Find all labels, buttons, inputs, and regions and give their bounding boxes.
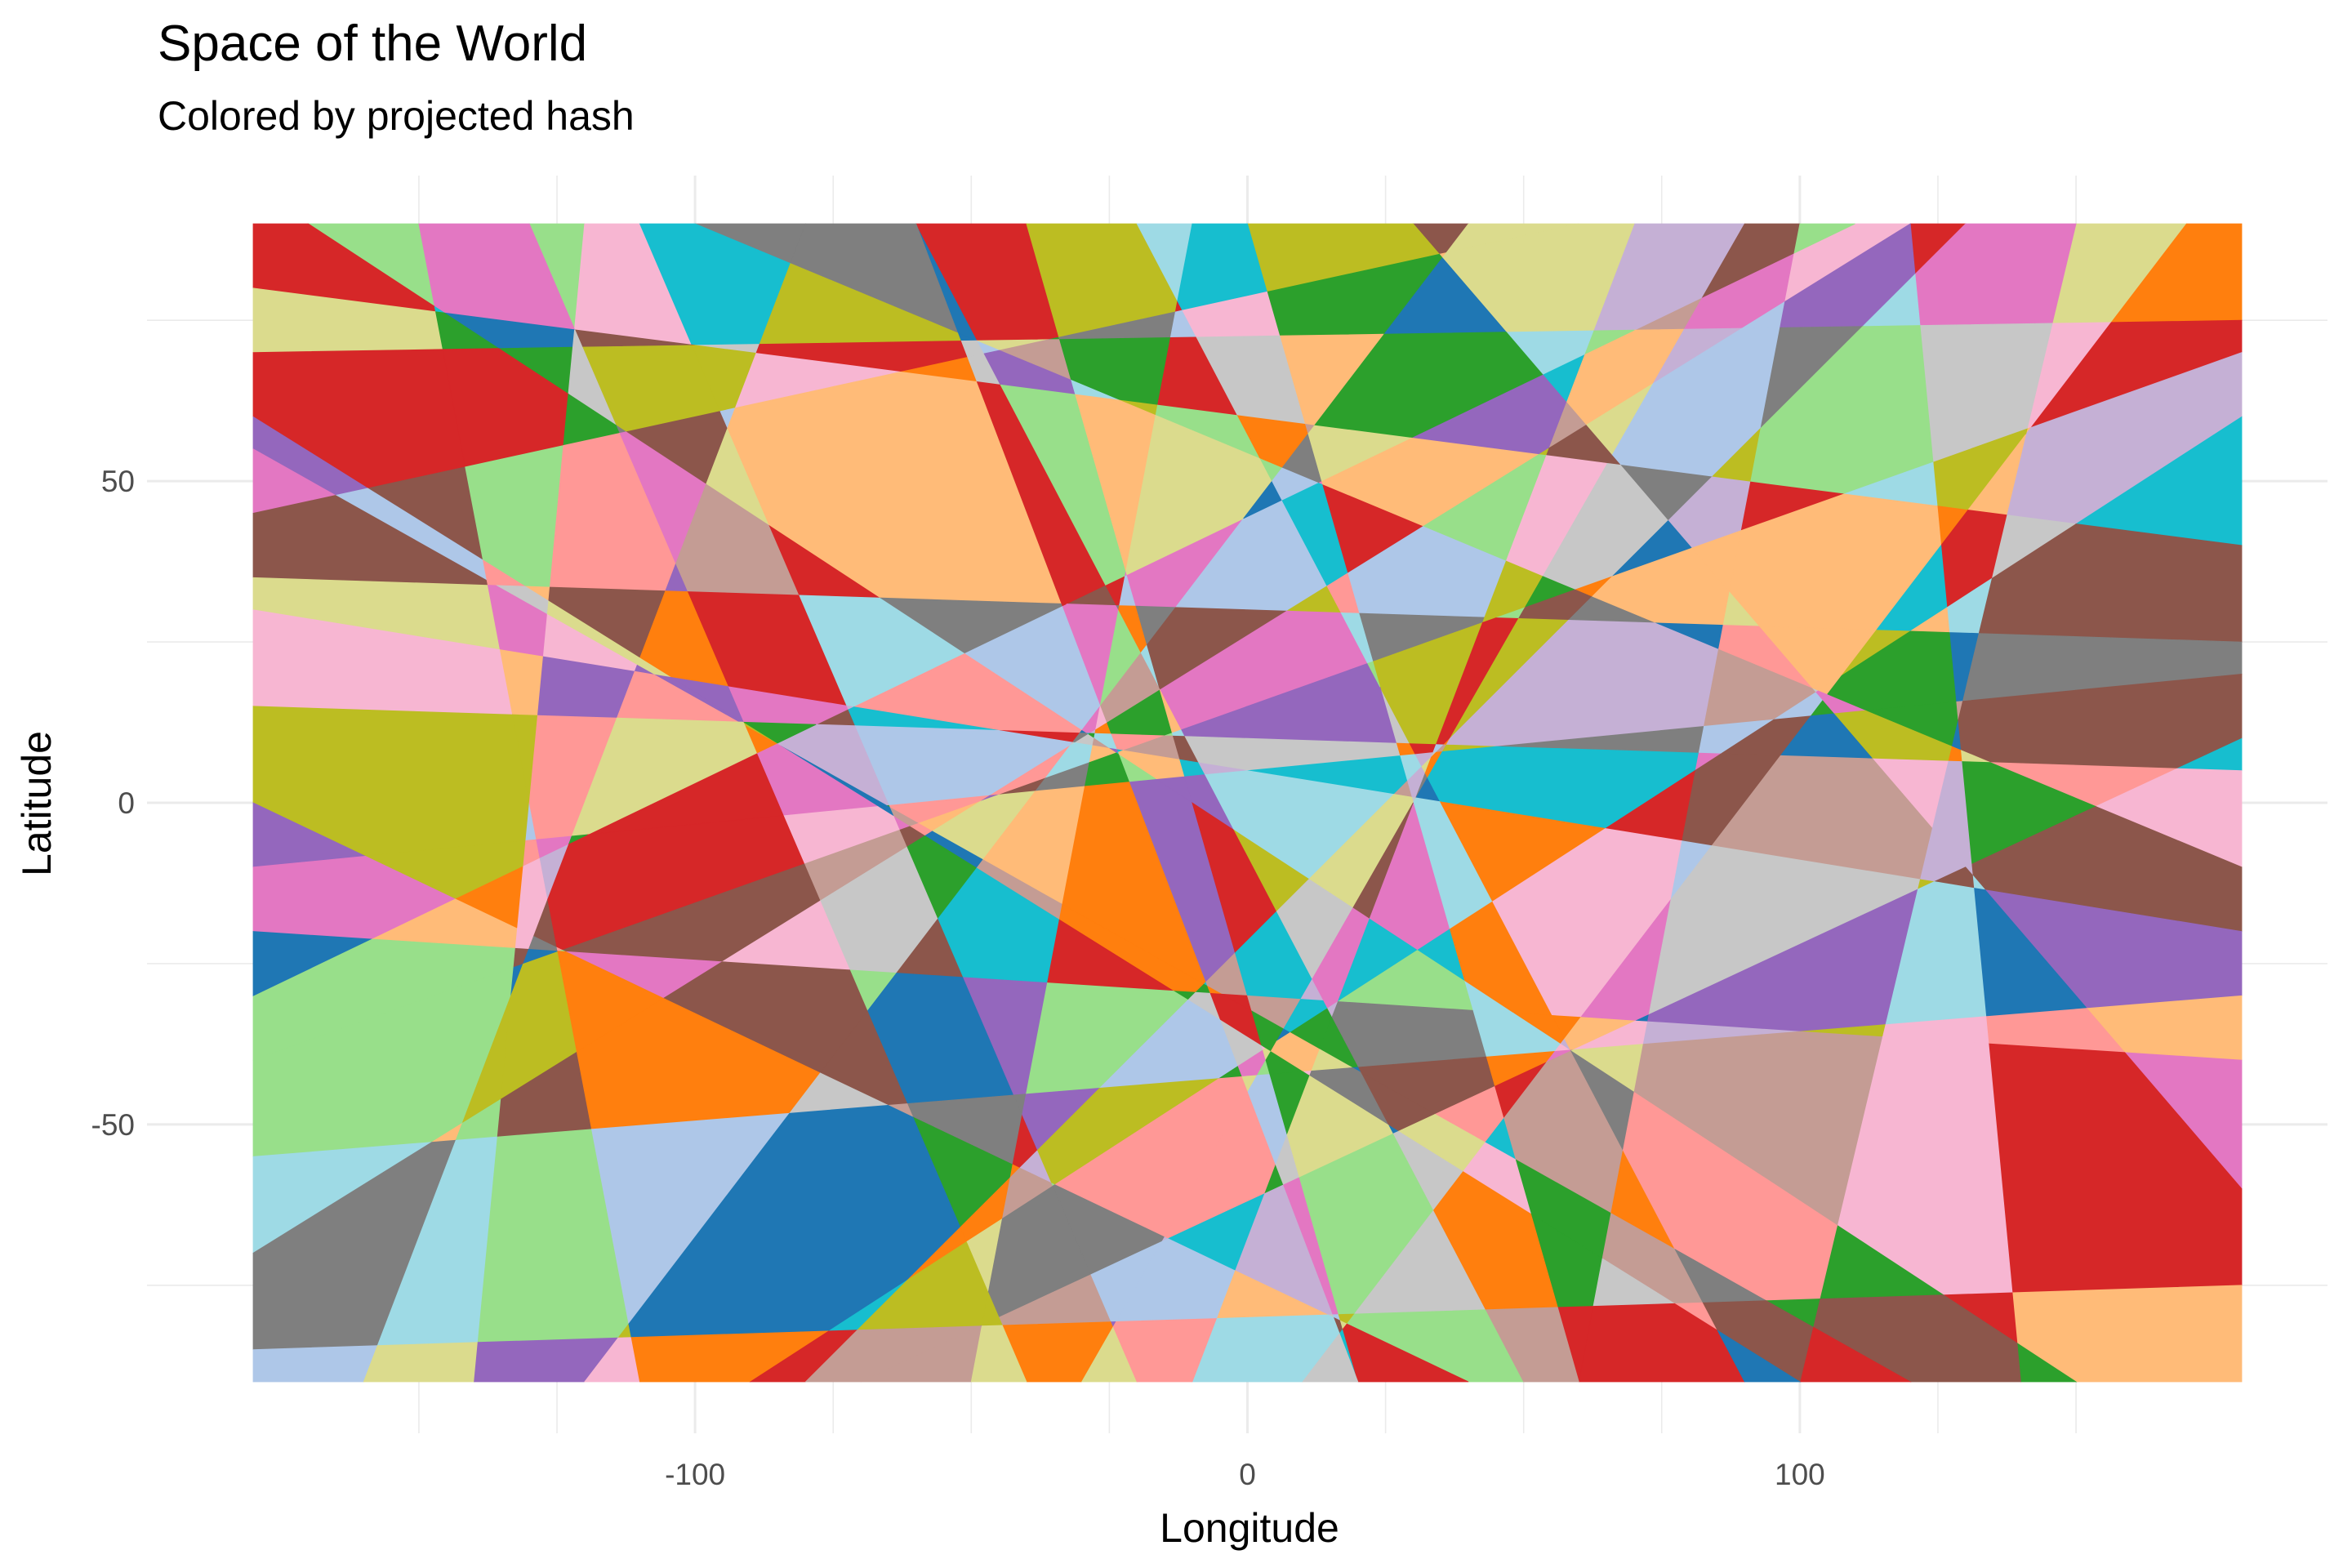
x-axis-label: Longitude [1160, 1505, 1339, 1551]
hash-cell [1272, 467, 1319, 501]
hash-cell [1367, 661, 1381, 688]
hash-cell [252, 855, 456, 940]
hash-cell [1372, 622, 1483, 746]
hash-cell [1648, 845, 1921, 1016]
y-tick-label: -50 [91, 1108, 135, 1142]
hash-cell [1793, 223, 1855, 254]
hash-cell [1302, 1333, 1359, 1383]
hash-cell [568, 834, 588, 844]
x-tick-label: 100 [1775, 1458, 1825, 1491]
hash-cell [1331, 1001, 1487, 1068]
hash-cell [1177, 223, 1267, 311]
y-tick-label: 0 [118, 786, 135, 820]
hash-cell [252, 931, 372, 996]
hash-cell [1269, 1071, 1310, 1135]
hash-cell [1327, 1001, 1339, 1018]
hash-cell [1633, 1031, 1883, 1227]
hash-cell [1313, 332, 1544, 439]
hash-cell [1485, 1307, 1579, 1383]
y-tick-label: 50 [101, 465, 135, 498]
hash-cell [363, 1342, 479, 1383]
hash-cell [1312, 907, 1370, 1002]
hash-cell [1112, 1318, 1218, 1383]
hash-cell [1717, 1330, 1802, 1383]
hash-cell [846, 705, 854, 710]
y-axis-ticks: -50 0 50 [91, 465, 135, 1142]
chart-title: Space of the World [158, 16, 588, 72]
hash-cell [1147, 607, 1289, 690]
y-axis-label: Latitude [14, 731, 60, 876]
hash-cell [1342, 1323, 1469, 1383]
hash-cell [970, 1325, 1027, 1383]
chart-subtitle: Colored by projected hash [158, 93, 635, 139]
x-tick-label: 0 [1239, 1458, 1256, 1491]
x-tick-label: -100 [665, 1458, 725, 1491]
hash-cells [252, 223, 2243, 1383]
x-axis-ticks: -100 0 100 [665, 1458, 1825, 1491]
hash-cell [1578, 1303, 1745, 1383]
hash-cell [252, 1345, 378, 1383]
hash-cell [1421, 758, 1431, 773]
hash-cell [1115, 1238, 1236, 1322]
